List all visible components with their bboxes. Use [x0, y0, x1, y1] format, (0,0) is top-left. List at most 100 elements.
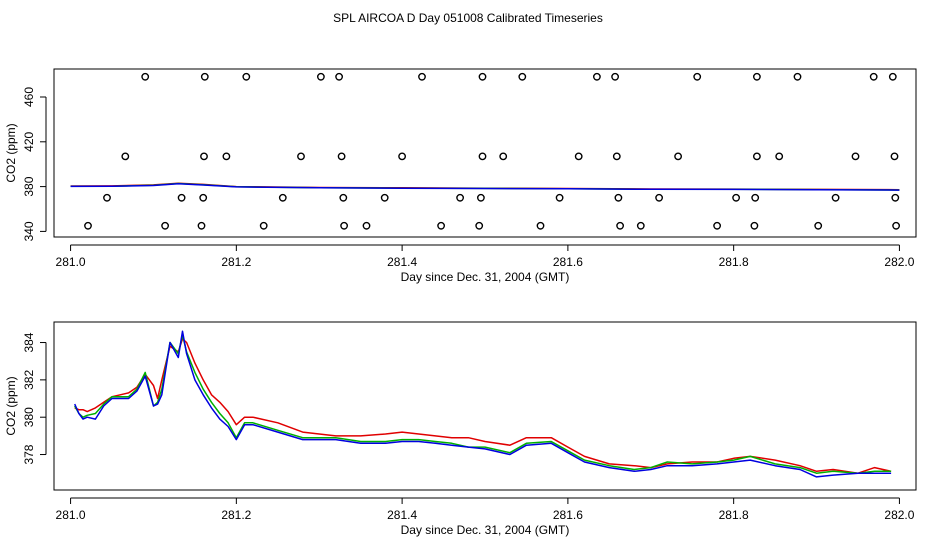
- top-scatter-point: [339, 193, 348, 202]
- bottom-data-marks: [74, 330, 892, 478]
- top-scatter-point: [892, 221, 900, 230]
- top-x-tick-label: 281.6: [553, 255, 583, 269]
- bottom-y-axis: 378 380 382 384: [22, 332, 47, 465]
- top-data-marks: [70, 72, 900, 230]
- top-scatter-point: [476, 193, 485, 202]
- top-scatter-point: [636, 221, 645, 230]
- top-scatter-point: [732, 193, 740, 202]
- bottom-y-tick-label: 378: [22, 444, 36, 464]
- top-scatter-point: [775, 152, 784, 161]
- top-scatter-point: [753, 152, 761, 161]
- bottom-x-tick-label: 281.2: [221, 508, 251, 522]
- top-scatter-point: [869, 72, 878, 81]
- top-y-tick-label: 420: [22, 131, 36, 151]
- top-scatter-point: [437, 221, 445, 230]
- top-y-tick-label: 340: [22, 221, 36, 241]
- top-scatter-point: [614, 193, 623, 202]
- top-scatter-point: [141, 72, 150, 81]
- top-y-tick-label: 380: [22, 176, 36, 196]
- top-scatter-point: [751, 193, 760, 202]
- top-scatter-point: [316, 72, 325, 81]
- top-scatter-point: [793, 72, 802, 81]
- top-scatter-point: [753, 72, 761, 81]
- top-x-tick-label: 281.4: [387, 255, 417, 269]
- top-scatter-point: [851, 152, 860, 161]
- top-scatter-point: [340, 221, 348, 230]
- top-scatter-point: [891, 193, 900, 202]
- top-scatter-point: [750, 221, 759, 230]
- top-x-axis: 281.0 281.2 281.4 281.6 281.8 282.0: [56, 244, 915, 269]
- top-scatter-point: [297, 152, 305, 161]
- bottom-x-tick-label: 281.0: [56, 508, 86, 522]
- top-y-axis: 340 380 420 460: [22, 87, 47, 241]
- bottom-x-tick-label: 282.0: [884, 508, 914, 522]
- top-scatter-point: [456, 193, 464, 202]
- top-scatter-point: [398, 152, 406, 161]
- top-scatter-point: [380, 193, 389, 202]
- bottom-x-tick-label: 281.4: [387, 508, 417, 522]
- top-x-axis-label: Day since Dec. 31, 2004 (GMT): [401, 270, 570, 284]
- top-scatter-point: [335, 72, 343, 81]
- bottom-x-tick-label: 281.8: [719, 508, 749, 522]
- top-scatter-point: [362, 221, 371, 230]
- top-scatter-point: [84, 221, 92, 230]
- bottom-plot-frame: [53, 321, 917, 491]
- top-scatter-point: [197, 221, 206, 230]
- bottom-x-tick-label: 281.6: [553, 508, 583, 522]
- top-x-tick-label: 281.2: [221, 255, 251, 269]
- top-scatter-point: [655, 193, 663, 202]
- top-scatter-point: [478, 152, 487, 161]
- top-scatter-point: [831, 193, 840, 202]
- top-x-tick-label: 282.0: [884, 255, 914, 269]
- top-scatter-point: [259, 221, 268, 230]
- top-scatter-point: [890, 152, 899, 161]
- top-scatter-point: [475, 221, 484, 230]
- top-scatter-point: [593, 72, 601, 81]
- bottom-y-tick-label: 384: [22, 332, 36, 352]
- bottom-panel: 281.0 281.2 281.4 281.6 281.8 282.0 378 380 382…: [4, 321, 917, 537]
- bottom-x-axis: 281.0 281.2 281.4 281.6 281.8 282.0: [56, 497, 915, 522]
- top-scatter-point: [616, 221, 624, 230]
- top-scatter-point: [674, 152, 682, 161]
- top-scatter-point: [814, 221, 823, 230]
- top-scatter-point: [121, 152, 130, 161]
- top-scatter-point: [574, 152, 583, 161]
- bottom-y-axis-label: CO2 (ppm): [4, 376, 18, 435]
- top-scatter-point: [612, 152, 621, 161]
- top-scatter-point: [536, 221, 545, 230]
- top-scatter-point: [177, 193, 186, 202]
- top-scatter-point: [242, 72, 251, 81]
- top-scatter-point: [499, 152, 508, 161]
- bottom-series-line-blue: [74, 330, 892, 478]
- top-x-tick-label: 281.8: [719, 255, 749, 269]
- top-series-line-blue: [70, 182, 900, 191]
- bottom-series-line-green: [74, 334, 892, 474]
- top-scatter-point: [478, 72, 487, 81]
- top-y-tick-label: 460: [22, 87, 36, 107]
- chart-title: SPL AIRCOA D Day 051008 Calibrated Times…: [333, 11, 603, 25]
- top-scatter-point: [713, 221, 721, 230]
- top-scatter-point: [161, 221, 170, 230]
- top-scatter-point: [555, 193, 564, 202]
- top-scatter-point: [611, 72, 619, 81]
- top-scatter-point: [278, 193, 287, 202]
- bottom-y-tick-label: 380: [22, 407, 36, 427]
- top-scatter-point: [418, 72, 426, 81]
- bottom-series-line-red: [74, 338, 892, 474]
- top-plot-frame: [53, 68, 917, 238]
- top-scatter-point: [200, 72, 209, 81]
- top-scatter-point: [337, 152, 346, 161]
- bottom-x-axis-label: Day since Dec. 31, 2004 (GMT): [401, 523, 570, 537]
- top-scatter-point: [199, 193, 208, 202]
- top-scatter-point: [693, 72, 702, 81]
- top-scatter-point: [518, 72, 527, 81]
- top-scatter-point: [103, 193, 111, 202]
- top-x-tick-label: 281.0: [56, 255, 86, 269]
- top-scatter-point: [888, 72, 897, 81]
- top-scatter-point: [200, 152, 208, 161]
- bottom-y-tick-label: 382: [22, 370, 36, 390]
- top-y-axis-label: CO2 (ppm): [4, 123, 18, 182]
- top-panel: 281.0 281.2 281.4 281.6 281.8 282.0 340 380 420…: [4, 68, 917, 284]
- top-scatter-point: [222, 152, 231, 161]
